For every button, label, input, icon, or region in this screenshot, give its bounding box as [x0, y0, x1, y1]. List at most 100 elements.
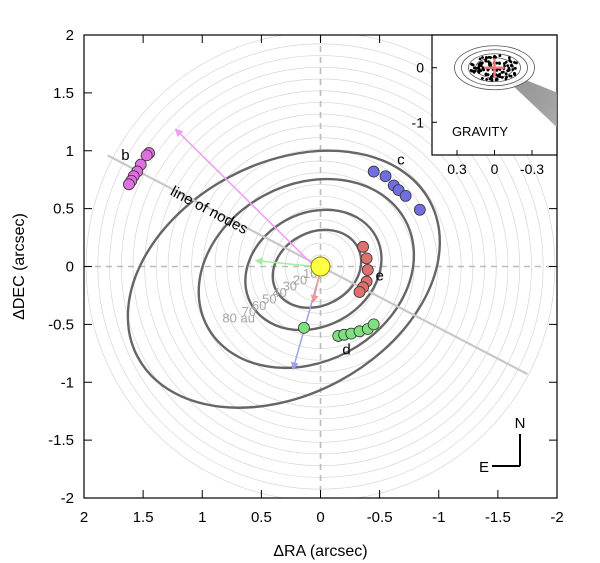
inset-sample-point [481, 67, 485, 71]
inset-plot [454, 45, 557, 128]
inset-orbit-track [494, 67, 557, 114]
inset-orbit-track [494, 67, 557, 108]
ring-label: 70 [242, 304, 256, 319]
inset-orbit-track [494, 67, 557, 125]
y-tick-label: -1 [61, 374, 74, 391]
inset-y-tick-label: -1 [412, 114, 425, 130]
ring-label: 60 [252, 298, 266, 313]
x-tick-label: 0 [316, 509, 324, 526]
ring-label: 20 [293, 272, 307, 287]
inset-orbit-track [494, 67, 557, 105]
inset-sample-point [507, 56, 511, 60]
inset-orbit-track [494, 67, 557, 121]
inset-x-tick-label: -0.3 [520, 161, 544, 177]
inset-sample-point [485, 77, 489, 81]
inset-sample-point [498, 54, 502, 58]
host-star [310, 256, 331, 277]
y-tick-label: 1 [66, 143, 74, 160]
inset-orbit-track [494, 67, 557, 113]
inset-sample-point [478, 57, 482, 61]
inset-orbit-track [494, 67, 557, 95]
x-axis-label: ΔRA (arcsec) [273, 543, 367, 560]
velocity-arrow [174, 128, 316, 268]
inset-orbit-track [494, 67, 557, 102]
inset-sample-point [498, 72, 502, 76]
y-tick-label: 0.5 [53, 201, 74, 218]
data-points [123, 147, 426, 342]
inset-orbit-track [494, 67, 557, 104]
inset-orbit-track [494, 67, 557, 108]
inset-sample-point [500, 75, 504, 79]
y-tick-label: -1.5 [48, 432, 74, 449]
point-b [123, 178, 135, 191]
inset-sample-point [472, 66, 476, 70]
ring-label: 40 [272, 285, 286, 300]
point-c [413, 203, 426, 216]
inset-sample-point [489, 56, 492, 59]
inset-orbit-track [494, 67, 557, 100]
inset-y-tick-label: 0 [416, 60, 424, 76]
inset-sample-point [509, 74, 513, 78]
inset-orbit-track [494, 67, 557, 118]
x-tick-label: -0.5 [367, 509, 393, 526]
y-tick-label: -2 [61, 490, 74, 507]
y-tick-label: 1.5 [53, 85, 74, 102]
point-c [379, 170, 392, 183]
point-e [353, 286, 366, 298]
inset-orbit-track [494, 67, 557, 127]
inset-sample-point [477, 66, 480, 70]
inset-orbit-track [494, 67, 557, 116]
inset-orbit-track [494, 67, 557, 94]
x-tick-label: 2 [80, 509, 88, 526]
x-tick-label: -1.5 [485, 509, 511, 526]
inset-sample-point [513, 66, 517, 70]
y-axis-label: ΔDEC (arcsec) [11, 213, 28, 320]
inset-sample-point [480, 61, 484, 65]
inset-orbit-track [494, 67, 557, 101]
inset-orbit-track [494, 67, 557, 110]
inset-orbit-track [494, 67, 557, 103]
inset-sample-point [504, 60, 508, 64]
inset-sample-point [508, 58, 511, 62]
inset-sample-point [479, 69, 483, 73]
inset-orbit-track [494, 67, 557, 128]
point-c [399, 189, 412, 202]
x-tick-label: -2 [550, 509, 563, 526]
inset-orbit-track [494, 67, 557, 97]
y-tick-label: -0.5 [48, 316, 74, 333]
compass-e-label: E [479, 459, 489, 476]
inset-sample-point [495, 61, 499, 65]
inset-sample-point [469, 68, 473, 72]
inset-sample-point [493, 54, 496, 58]
inset-sample-point [473, 69, 477, 73]
axes-frame: 2 1.5 1 0.5 0 -0.5 -1 -1.5 -2 2 1.5 1 0.5 0 -0.5 -1 -1.5… [11, 27, 564, 560]
orbit-d [244, 208, 383, 332]
inset-sample-point [513, 72, 516, 75]
inset-orbit-track [494, 67, 557, 111]
inset-orbit-track [494, 67, 557, 96]
inset-sample-point [506, 64, 510, 68]
inset-orbit-track [494, 67, 557, 106]
inset-label-bg [445, 122, 517, 139]
inset-x-tick-label: 0 [491, 161, 499, 177]
inset-orbit-track [494, 67, 557, 116]
y-tick-label: 0 [66, 259, 74, 276]
inset-orbit-track [494, 67, 557, 120]
inset-orbit-track [494, 67, 557, 112]
inset-sample-point [486, 73, 490, 77]
planet-label-c: c [397, 152, 405, 169]
point-d [298, 321, 310, 334]
inset-orbit-track [494, 67, 557, 107]
x-tick-label: -1 [432, 509, 445, 526]
ring-label: 80 au [222, 311, 255, 326]
inset-orbit-track [494, 67, 557, 99]
inset-sample-point [484, 59, 488, 63]
planet-labels: b c d e [121, 147, 405, 358]
planet-label-e: e [375, 267, 383, 284]
velocity-arrows [174, 128, 322, 371]
inset-sample-point [488, 61, 492, 65]
inset-sample-point [470, 62, 473, 66]
inset-sample-point [498, 75, 502, 79]
inset-orbit-track [494, 67, 557, 126]
